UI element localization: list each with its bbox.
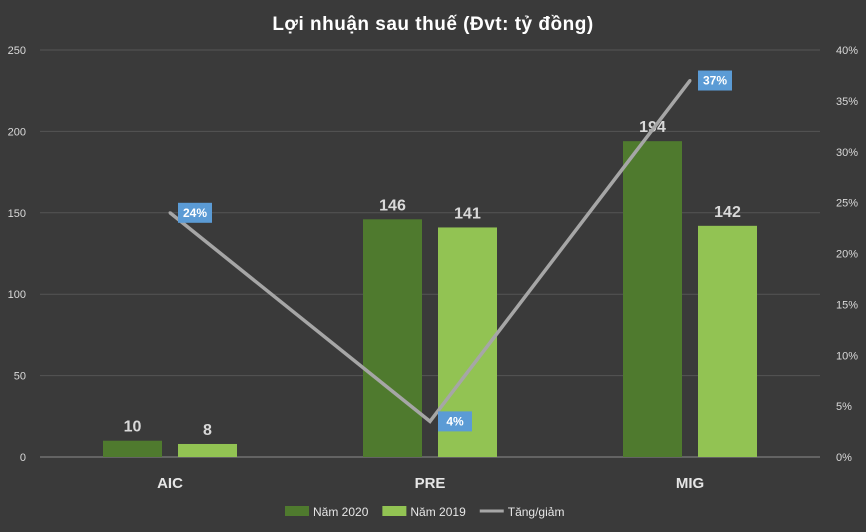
line-value-label: 4% bbox=[446, 414, 464, 428]
bar bbox=[698, 225, 757, 457]
chart-title: Lợi nhuận sau thuế (Đvt: tỷ đồng) bbox=[272, 14, 593, 35]
legend-label: Năm 2019 bbox=[410, 505, 466, 519]
bar bbox=[623, 141, 682, 457]
line-point bbox=[428, 419, 432, 423]
category-label: PRE bbox=[415, 475, 446, 492]
bar bbox=[103, 440, 162, 457]
bar bbox=[178, 443, 237, 457]
right-axis: 0% 5% 10% 15% 20% 25% 30% 35% 40% bbox=[836, 45, 858, 464]
bar-value-label: 146 bbox=[379, 197, 406, 214]
bar-value-label: 142 bbox=[714, 204, 741, 221]
legend-label: Năm 2020 bbox=[313, 505, 369, 519]
line-point bbox=[688, 79, 692, 83]
y-right-tick-label: 15% bbox=[836, 299, 858, 311]
line-value-label: 24% bbox=[183, 206, 207, 220]
y-left-tick-label: 150 bbox=[8, 208, 26, 220]
category-label: MIG bbox=[676, 475, 704, 492]
y-right-tick-label: 35% bbox=[836, 96, 858, 108]
bar-value-label: 141 bbox=[454, 205, 481, 222]
y-right-tick-label: 5% bbox=[836, 401, 852, 413]
line-point bbox=[168, 211, 172, 215]
y-left-tick-label: 0 bbox=[20, 452, 26, 464]
legend-swatch bbox=[382, 506, 407, 516]
y-right-tick-label: 10% bbox=[836, 350, 858, 362]
bar bbox=[363, 219, 422, 457]
legend: Năm 2020 Năm 2019 Tăng/giảm bbox=[285, 505, 564, 519]
y-left-tick-label: 200 bbox=[8, 126, 26, 138]
line-label-badge bbox=[698, 70, 732, 91]
y-right-tick-label: 20% bbox=[836, 249, 858, 261]
y-left-tick-label: 100 bbox=[8, 289, 26, 301]
left-axis: 0 50 100 150 200 250 bbox=[8, 45, 26, 464]
bar-value-label: 8 bbox=[203, 422, 212, 439]
legend-swatch bbox=[285, 506, 309, 516]
line-series: 24% 4% 37% bbox=[168, 70, 732, 432]
line-label-badge bbox=[178, 202, 212, 223]
y-right-tick-label: 30% bbox=[836, 147, 858, 159]
line-label-badge bbox=[438, 411, 472, 432]
y-right-tick-label: 40% bbox=[836, 45, 858, 57]
legend-label: Tăng/giảm bbox=[508, 505, 565, 519]
line-value-label: 37% bbox=[703, 74, 727, 88]
category-labels: AIC PRE MIG bbox=[157, 475, 704, 492]
y-left-tick-label: 50 bbox=[14, 371, 26, 383]
y-left-tick-label: 250 bbox=[8, 45, 26, 57]
bar-value-label: 10 bbox=[124, 419, 142, 436]
y-right-tick-label: 25% bbox=[836, 198, 858, 210]
y-right-tick-label: 0% bbox=[836, 452, 852, 464]
category-label: AIC bbox=[157, 475, 183, 492]
